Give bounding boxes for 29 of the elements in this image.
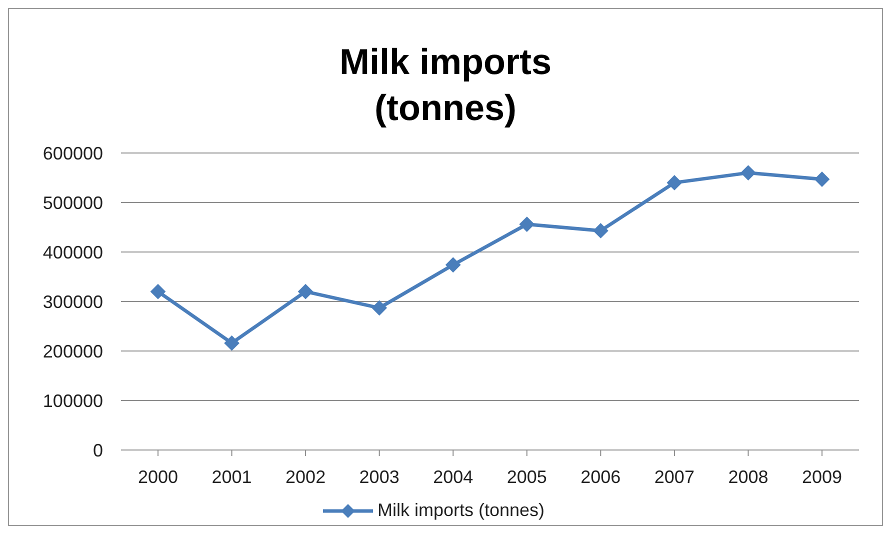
x-tick-label: 2002 bbox=[286, 466, 326, 487]
x-tick-label: 2005 bbox=[506, 466, 547, 487]
point bbox=[224, 336, 240, 351]
x-tick-label: 2007 bbox=[654, 466, 694, 487]
point bbox=[298, 284, 314, 300]
y-tick-label: 500000 bbox=[42, 192, 103, 213]
x-tick-label: 2004 bbox=[433, 466, 474, 487]
x-tick-label: 2009 bbox=[802, 466, 842, 487]
y-tick-label: 400000 bbox=[42, 242, 103, 262]
y-tick-label: 100000 bbox=[42, 390, 103, 411]
point bbox=[150, 284, 166, 300]
point bbox=[372, 300, 387, 316]
x-tick-label: 2008 bbox=[728, 466, 768, 487]
y-tick-label: 600000 bbox=[42, 143, 103, 164]
chart-title: Milk imports (tonnes) bbox=[338, 40, 553, 130]
x-tick-label: 2003 bbox=[359, 466, 400, 487]
point bbox=[666, 175, 682, 190]
point bbox=[446, 257, 461, 272]
point bbox=[593, 223, 608, 238]
legend-label: Milk imports (tonnes) bbox=[377, 500, 545, 521]
y-tick-label: 0 bbox=[92, 440, 103, 460]
x-tick-label: 2001 bbox=[212, 466, 252, 487]
point bbox=[519, 216, 534, 232]
point bbox=[814, 172, 830, 187]
point bbox=[740, 165, 756, 180]
y-tick-label: 200000 bbox=[42, 341, 103, 362]
x-tick-label: 2006 bbox=[580, 466, 621, 487]
y-tick-label: 300000 bbox=[42, 292, 103, 312]
x-tick-label: 2000 bbox=[138, 466, 178, 487]
